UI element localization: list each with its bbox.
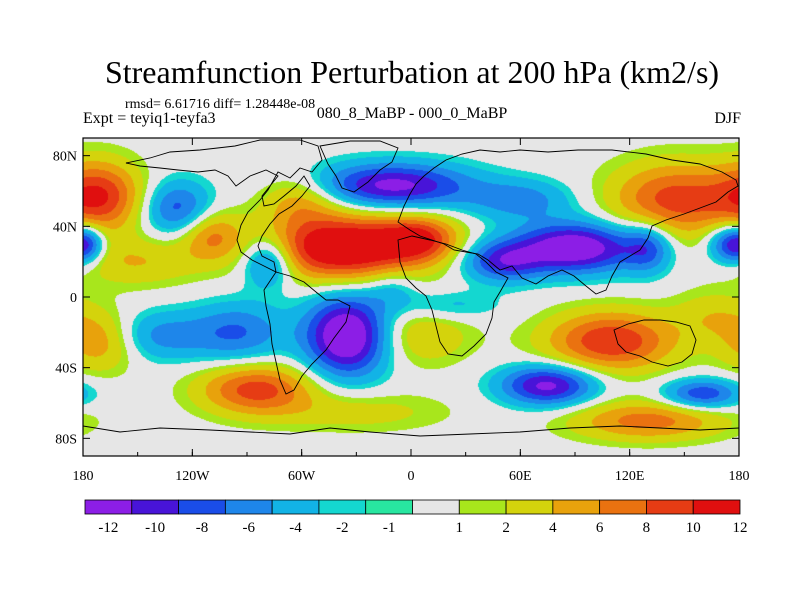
x-tick-label: 120E — [615, 469, 645, 484]
x-tick-label: 180 — [729, 469, 750, 484]
x-axis: 180 120W 60W 0 60E 120E 180 — [73, 138, 750, 484]
colorbar-label: -6 — [243, 520, 256, 536]
colorbar-label: -1 — [383, 520, 396, 536]
experiment-label: Expt = teyiq1-teyfa3 — [83, 110, 216, 127]
rmsd-line: rmsd= 6.61716 diff= 1.28448e-08 — [125, 97, 315, 112]
colorbar-label: 1 — [456, 520, 464, 536]
coastline-africa — [397, 235, 509, 357]
colorbar-swatch — [224, 499, 273, 515]
x-tick-label: 0 — [408, 469, 415, 484]
colorbar-swatch — [178, 499, 226, 515]
y-tick-label: 40S — [55, 362, 77, 377]
colorbar-label: -2 — [336, 520, 349, 536]
filled-contour-image — [83, 138, 739, 456]
colorbar-swatch — [271, 499, 320, 515]
season-label: DJF — [714, 110, 741, 127]
colorbar-label: -10 — [145, 520, 165, 536]
x-tick-label: 60E — [509, 469, 532, 484]
colorbar-label: 4 — [549, 520, 557, 536]
coastline-australia — [613, 319, 697, 367]
colorbar-swatch — [646, 499, 694, 515]
colorbar-label: -12 — [98, 520, 118, 536]
colorbar-swatch — [505, 499, 554, 515]
colorbar-label: -4 — [289, 520, 302, 536]
coastline-eurasia — [397, 149, 739, 295]
colorbar-swatch — [552, 499, 601, 515]
colorbar-label: -8 — [196, 520, 209, 536]
colorbar-swatch — [365, 499, 413, 515]
coastline-north-america — [125, 139, 323, 273]
colorbar-label: 8 — [643, 520, 651, 536]
contour-field — [82, 137, 740, 457]
colorbar-swatch — [412, 499, 460, 515]
y-axis: 80N 40N 0 40S 80S — [53, 150, 739, 447]
x-tick-label: 180 — [73, 469, 94, 484]
colorbar-label: 2 — [502, 520, 510, 536]
colorbar-swatch — [692, 499, 741, 515]
x-tick-label: 60W — [288, 469, 316, 484]
colorbar-label: 12 — [733, 520, 748, 536]
y-tick-label: 80N — [53, 150, 77, 165]
colorbar-swatch — [458, 499, 507, 515]
colorbar-swatch — [599, 499, 647, 515]
coastline-greenland — [319, 140, 399, 193]
chart-title: Streamfunction Perturbation at 200 hPa (… — [105, 54, 719, 90]
difference-label: 080_8_MaBP - 000_0_MaBP — [317, 105, 508, 122]
x-tick-label: 120W — [175, 469, 210, 484]
colorbar: -12 -10 -8 -6 -4 -2 -1 1 2 4 6 8 10 12 — [84, 499, 748, 536]
coastline-antarctica — [83, 425, 739, 437]
y-tick-label: 80S — [55, 432, 77, 447]
colorbar-swatch — [84, 499, 133, 515]
y-tick-label: 0 — [70, 291, 77, 306]
colorbar-swatch — [318, 499, 367, 515]
colorbar-label: 6 — [596, 520, 604, 536]
colorbar-swatch — [131, 499, 179, 515]
coastlines — [83, 139, 739, 437]
y-tick-label: 40N — [53, 220, 77, 235]
coastline-south-america — [263, 271, 351, 395]
colorbar-label: 10 — [686, 520, 701, 536]
